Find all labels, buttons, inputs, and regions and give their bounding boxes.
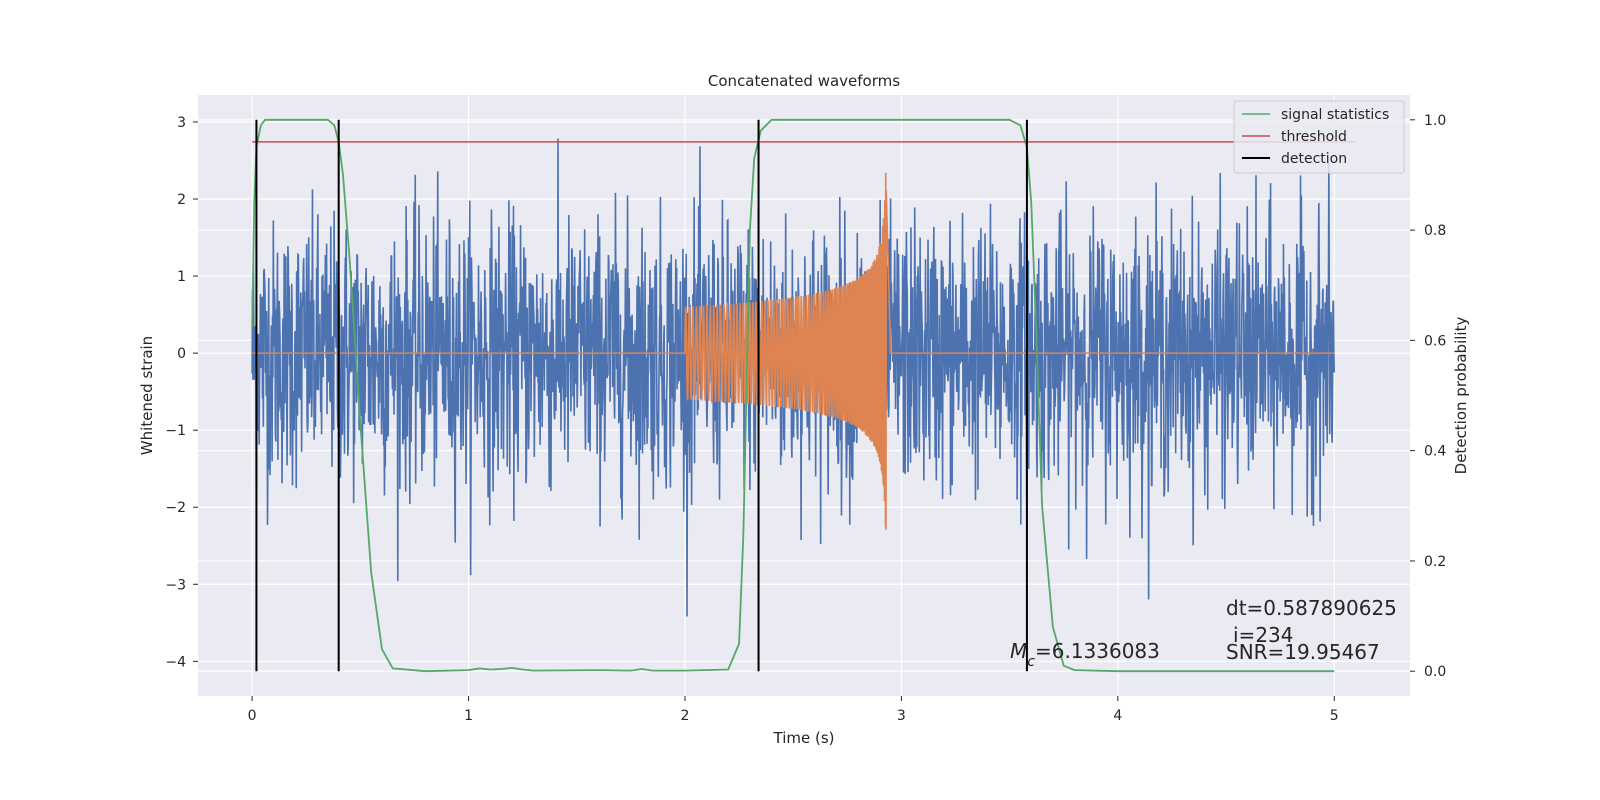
legend: signal statistics threshold detection (1233, 100, 1405, 174)
x-tick-label: 1 (464, 708, 473, 724)
legend-label-signal-statistics: signal statistics (1281, 107, 1389, 123)
series-signal-statistics (251, 118, 1335, 673)
x-tick-label: 5 (1330, 708, 1339, 724)
y-axis-right: 0.0 0.2 0.4 0.6 0.8 1.0 (1410, 113, 1446, 680)
x-tick-label: 3 (897, 708, 906, 724)
x-axis-label: Time (s) (773, 729, 835, 747)
y2-axis-label: Detection probability (1452, 317, 1470, 475)
y-axis-label: Whitened strain (138, 336, 156, 455)
annotation-i: i=234 (1233, 623, 1294, 647)
y2-tick-label: 0.6 (1424, 333, 1446, 349)
annotation-mc-symbol: M (1010, 639, 1027, 663)
series-detection (255, 119, 1028, 672)
y-tick-label: −3 (165, 577, 186, 593)
x-tick-label: 2 (681, 708, 690, 724)
y-tick-label: −2 (165, 500, 186, 516)
y2-tick-label: 0.8 (1424, 223, 1446, 239)
y2-tick-label: 0.2 (1424, 554, 1446, 570)
legend-label-threshold: threshold (1281, 129, 1347, 145)
legend-box (1233, 100, 1405, 174)
y-tick-label: −1 (165, 423, 186, 439)
legend-label-detection: detection (1281, 151, 1347, 167)
annotation-dt: dt=0.587890625 (1226, 596, 1397, 620)
plot-content (251, 118, 1356, 673)
annotation-snr: SNR=19.95467 (1226, 640, 1380, 664)
annotation-chirp-mass: Mc=6.1336083 (1010, 639, 1160, 670)
y2-tick-label: 0.0 (1424, 664, 1446, 680)
y-axis-left: −4 −3 −2 −1 0 1 2 3 (165, 115, 198, 670)
y2-tick-label: 0.4 (1424, 444, 1446, 460)
x-tick-label: 4 (1113, 708, 1122, 724)
y-tick-label: 3 (177, 115, 186, 131)
chart-title: Concatenated waveforms (708, 72, 900, 90)
y2-tick-label: 1.0 (1424, 113, 1446, 129)
y-tick-label: 2 (177, 192, 186, 208)
annotation-mc-subscript: c (1027, 654, 1035, 670)
series-signal (252, 172, 1335, 530)
x-tick-label: 0 (248, 708, 257, 724)
y-tick-label: 0 (177, 346, 186, 362)
x-axis: 0 1 2 3 4 5 (248, 696, 1339, 724)
y-tick-label: 1 (177, 269, 186, 285)
annotation-mc-value: =6.1336083 (1035, 639, 1160, 663)
y-tick-label: −4 (165, 654, 186, 670)
